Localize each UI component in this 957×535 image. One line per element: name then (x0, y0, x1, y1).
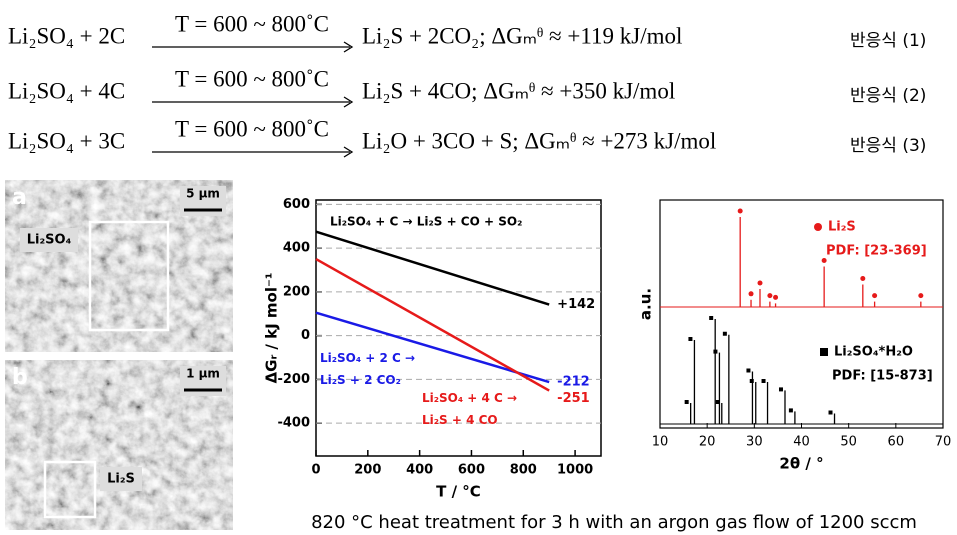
label-box (100, 467, 142, 491)
equation-rhs: Li₂S + 2CO₂; ΔGₘᶿ ≈ +119 kJ/mol (362, 23, 682, 48)
y-axis-label: a.u. (637, 288, 655, 320)
arrow-head (343, 41, 354, 53)
peak-marker (713, 349, 718, 354)
y-tick-label: 200 (283, 284, 310, 299)
series-name: Li₂SO₄ + C → Li₂S + CO + SO₂ (330, 215, 522, 229)
peak-marker (778, 387, 783, 392)
value-label: -212 (557, 375, 590, 390)
selection-box (43, 460, 97, 519)
plot-frame (659, 199, 944, 429)
arrow-head (343, 96, 354, 108)
x-tick-label: 50 (840, 435, 857, 450)
scale-label: 1 µm (186, 367, 220, 381)
series-line (315, 257, 550, 392)
peak-marker (821, 258, 827, 263)
y-axis-label: ΔGᵣ / kJ mol⁻¹ (263, 273, 281, 384)
x-tick-label: 70 (935, 435, 952, 450)
series-name: Li₂SO₄ + 4 C → Li₂S + 4 CO (422, 391, 517, 427)
peak-marker (684, 400, 689, 404)
value-label: -251 (557, 391, 590, 406)
label-box (20, 228, 78, 252)
series-name-line: Li₂S + 4 CO (422, 413, 498, 427)
legend-marker (820, 348, 828, 356)
series-name-line: Li₂SO₄ + 2 C → (320, 351, 415, 365)
peak-marker (749, 379, 754, 383)
x-tick-label: 200 (354, 463, 381, 478)
peak-marker (860, 276, 866, 281)
peak-marker (688, 337, 693, 341)
peak-marker (828, 410, 833, 415)
x-tick-label: 1000 (557, 463, 593, 478)
region-label: Li₂S (107, 472, 135, 487)
legend-pdf: PDF: [23-369] (826, 244, 927, 259)
legend-pdf: PDF: [15-873] (832, 369, 933, 384)
peak-marker (773, 294, 779, 300)
equation-condition: T = 600 ~ 800˚C (175, 11, 329, 36)
y-tick-label: 400 (283, 241, 310, 256)
series-line (315, 311, 550, 384)
legend-label: Li₂S (828, 220, 856, 235)
x-axis-label: T / °C (436, 483, 481, 501)
caption: 820 °C heat treatment for 3 h with an ar… (311, 512, 917, 533)
equation-condition: T = 600 ~ 800˚C (175, 116, 329, 141)
peak-marker (715, 400, 720, 404)
peak-marker (788, 408, 793, 413)
peak-marker (918, 293, 924, 299)
series-name-line: Li₂S + 2 CO₂ (320, 373, 401, 387)
x-tick-label: 10 (652, 435, 669, 450)
selection-box (88, 220, 170, 332)
x-tick-label: 400 (406, 463, 433, 478)
equation-lhs: Li₂SO₄ + 3C (8, 128, 125, 153)
region-label: Li₂SO₄ (27, 233, 72, 248)
peak-marker (757, 280, 763, 286)
legend-label: Li₂SO₄*H₂O (834, 345, 913, 360)
peak-marker (746, 368, 751, 373)
y-tick-label: 0 (301, 328, 310, 343)
peak-marker (761, 379, 766, 383)
legend-marker (814, 223, 822, 231)
equation-label: 반응식 (3) (850, 136, 926, 156)
equation-label: 반응식 (2) (850, 86, 926, 106)
y-tick-label: 600 (283, 197, 310, 212)
peak-marker (872, 293, 878, 299)
peak-marker (767, 293, 773, 299)
peak-marker (748, 291, 754, 297)
panel-letter: a (12, 185, 27, 210)
reaction-arrows (152, 41, 354, 158)
x-tick-label: 60 (888, 435, 905, 450)
scale-label: 5 µm (186, 187, 220, 201)
arrow-head (343, 146, 354, 158)
x-tick-label: 20 (699, 435, 716, 450)
x-tick-label: 30 (746, 435, 763, 450)
x-axis-label: 2θ / ° (779, 455, 823, 473)
equation-condition: T = 600 ~ 800˚C (175, 66, 329, 91)
peak-marker (722, 331, 727, 336)
equation-lhs: Li₂SO₄ + 4C (8, 78, 125, 103)
x-tick-label: 0 (311, 463, 320, 478)
equation-label: 반응식 (1) (850, 31, 926, 51)
equation-lhs: Li₂SO₄ + 2C (8, 23, 125, 48)
peak-marker (737, 208, 743, 214)
series-name-line: Li₂SO₄ + 4 C → (422, 391, 517, 405)
equation-rhs: Li₂S + 4CO; ΔGₘᶿ ≈ +350 kJ/mol (362, 78, 675, 103)
value-label: +142 (557, 297, 595, 312)
series-name: Li₂SO₄ + 2 C → Li₂S + 2 CO₂ (320, 351, 415, 387)
panel-letter: b (12, 365, 28, 390)
series-line (315, 230, 550, 306)
y-tick-label: -200 (277, 372, 310, 387)
x-tick-label: 40 (793, 435, 810, 450)
x-tick-label: 800 (510, 463, 537, 478)
plot-frame (315, 199, 602, 457)
y-tick-label: -400 (277, 416, 310, 431)
equation-rhs: Li₂O + 3CO + S; ΔGₘᶿ ≈ +273 kJ/mol (362, 128, 716, 153)
peak-marker (709, 316, 714, 320)
x-tick-label: 600 (458, 463, 485, 478)
